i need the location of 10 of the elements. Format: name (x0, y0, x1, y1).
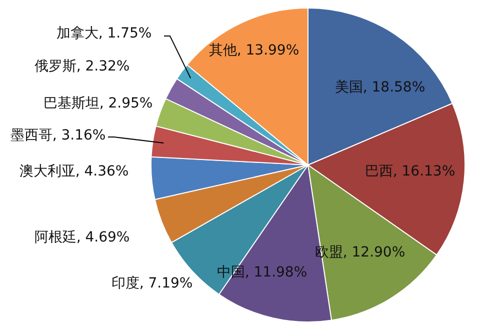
slice-label: 印度, 7.19% (111, 274, 193, 294)
slice-label: 澳大利亚, 4.36% (19, 162, 129, 182)
slice-label: 墨西哥, 3.16% (10, 126, 106, 146)
slice-label: 其他, 13.99% (208, 42, 300, 60)
slice-label: 俄罗斯, 2.32% (34, 58, 130, 76)
slice-label: 加拿大, 1.75% (56, 24, 152, 44)
slice-label: 美国, 18.58% (334, 78, 426, 98)
slice-label: 巴西, 16.13% (364, 162, 456, 182)
slice-label: 巴基斯坦, 2.95% (43, 94, 153, 114)
slice-label: 阿根廷, 4.69% (34, 228, 130, 248)
